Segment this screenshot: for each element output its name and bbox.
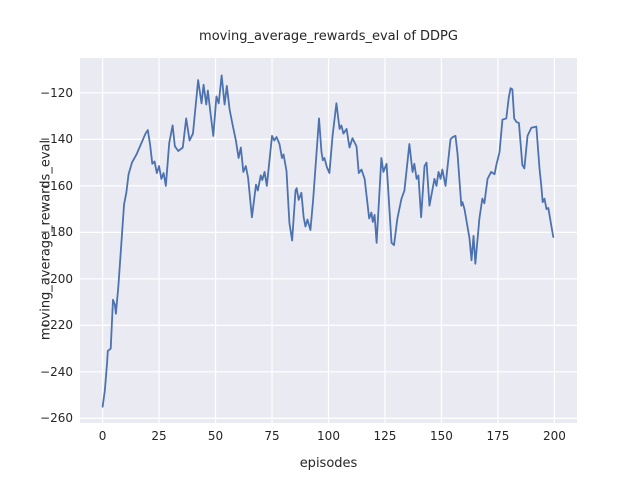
y-axis-label: moving_average_rewards_eval: [38, 139, 54, 341]
plot-area: [80, 58, 577, 423]
x-axis-label: episodes: [299, 456, 358, 471]
x-tick-label: 175: [486, 429, 510, 443]
y-tick-label: −240: [40, 364, 73, 379]
y-tick-label: −260: [40, 411, 73, 426]
x-tick-label: 150: [430, 429, 453, 443]
x-tick-label: 0: [98, 429, 107, 443]
y-tick-label: −120: [40, 85, 73, 100]
y-tick-label: −180: [40, 225, 73, 240]
data-line: [101, 74, 555, 408]
y-tick-label: −200: [40, 271, 73, 286]
y-tick-label: −160: [40, 178, 73, 193]
x-tick-label: 125: [373, 429, 397, 443]
line-chart: [80, 58, 577, 423]
y-tick-label: −220: [40, 318, 73, 333]
y-tick-label: −140: [40, 132, 73, 147]
x-tick-label: 50: [207, 429, 224, 443]
x-tick-label: 75: [264, 429, 280, 443]
x-tick-label: 25: [151, 429, 167, 443]
x-tick-label: 200: [542, 429, 566, 443]
x-tick-label: 100: [317, 429, 340, 443]
chart-title: moving_average_rewards_eval of DDPG: [199, 29, 458, 44]
